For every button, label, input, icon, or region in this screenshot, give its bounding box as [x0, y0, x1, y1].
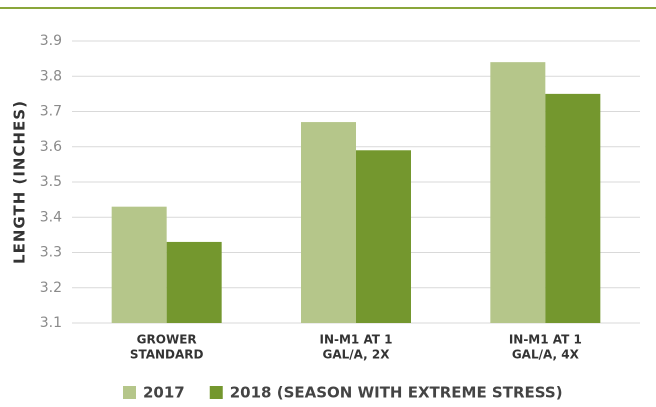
bar	[301, 122, 356, 323]
legend-label: 2018 (SEASON WITH EXTREME STRESS)	[230, 384, 563, 402]
legend-swatch	[123, 386, 136, 399]
y-tick-label: 3.4	[40, 209, 62, 225]
bar	[490, 62, 546, 324]
y-tick-label: 3.6	[40, 139, 62, 155]
y-tick-label: 3.7	[40, 104, 62, 120]
x-tick-label: IN-M1 AT 1	[319, 333, 392, 347]
bar	[545, 93, 601, 323]
y-tick-label: 3.8	[40, 68, 62, 84]
bar	[166, 241, 222, 323]
x-tick-label: GROWER	[137, 333, 197, 347]
x-tick-label: STANDARD	[130, 348, 204, 362]
legend-label: 2017	[143, 384, 185, 402]
x-tick-label: GAL/A, 2X	[322, 348, 390, 362]
x-tick-label: IN-M1 AT 1	[509, 333, 582, 347]
y-axis-label: LENGTH (INCHES)	[11, 100, 29, 264]
legend-swatch	[209, 386, 223, 399]
bar	[111, 206, 167, 323]
y-tick-label: 3.1	[40, 315, 62, 331]
y-tick-label: 3.9	[40, 33, 62, 49]
y-tick-label: 3.3	[40, 245, 62, 261]
y-tick-label: 3.5	[40, 174, 62, 190]
x-tick-label: GAL/A, 4X	[512, 348, 580, 362]
bar	[356, 150, 411, 323]
y-tick-label: 3.2	[40, 280, 62, 296]
